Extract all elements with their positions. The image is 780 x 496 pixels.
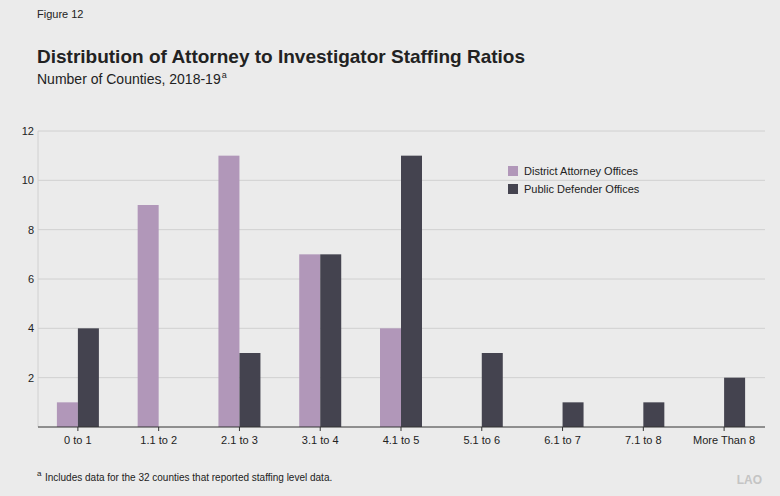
- logo: LAO: [737, 473, 762, 487]
- legend-swatch: [508, 166, 518, 176]
- bar: [239, 353, 260, 427]
- x-tick: [239, 427, 240, 431]
- y-tick-label: 10: [22, 174, 34, 186]
- x-tick-label: 2.1 to 3: [221, 434, 258, 446]
- x-tick: [562, 427, 563, 431]
- x-tick-label: 4.1 to 5: [383, 434, 420, 446]
- title: Distribution of Attorney to Investigator…: [37, 46, 525, 67]
- bars: [57, 156, 745, 427]
- subtitle: Number of Counties, 2018-19: [37, 71, 221, 87]
- legend-label: District Attorney Offices: [524, 165, 639, 177]
- footnote: Includes data for the 32 counties that r…: [45, 472, 332, 483]
- bar: [78, 328, 99, 427]
- y-axis-line: [38, 131, 39, 427]
- bar: [320, 254, 341, 427]
- x-tick: [320, 427, 321, 431]
- y-tick-label: 12: [22, 125, 34, 137]
- x-tick-label: 5.1 to 6: [463, 434, 500, 446]
- x-tick-label: More Than 8: [693, 434, 755, 446]
- bar: [724, 378, 745, 427]
- bar: [138, 205, 159, 427]
- x-tick: [481, 427, 482, 431]
- y-tick-label: 2: [28, 372, 34, 384]
- y-tick-label: 4: [28, 322, 34, 334]
- x-tick: [158, 427, 159, 431]
- bar: [482, 353, 503, 427]
- background: [0, 0, 780, 496]
- legend-swatch: [508, 184, 518, 194]
- x-tick-label: 3.1 to 4: [302, 434, 339, 446]
- x-tick: [643, 427, 644, 431]
- figure-label: Figure 12: [37, 8, 83, 20]
- y-tick-label: 6: [28, 273, 34, 285]
- y-tick-label: 8: [28, 224, 34, 236]
- bar: [57, 402, 78, 427]
- chart: Figure 12 Distribution of Attorney to Inv…: [0, 0, 780, 496]
- bar: [380, 328, 401, 427]
- x-tick-label: 7.1 to 8: [625, 434, 662, 446]
- x-tick-label: 1.1 to 2: [140, 434, 177, 446]
- x-tick: [77, 427, 78, 431]
- bar: [218, 156, 239, 427]
- grid-line: [38, 131, 765, 132]
- x-tick-label: 6.1 to 7: [544, 434, 581, 446]
- bar: [563, 402, 584, 427]
- bar: [401, 156, 422, 427]
- legend-label: Public Defender Offices: [524, 183, 640, 195]
- x-tick-label: 0 to 1: [64, 434, 92, 446]
- footnote-marker: a: [37, 469, 42, 478]
- x-tick: [724, 427, 725, 431]
- bar: [299, 254, 320, 427]
- bar: [643, 402, 664, 427]
- x-tick: [401, 427, 402, 431]
- subtitle-note: a: [222, 70, 227, 80]
